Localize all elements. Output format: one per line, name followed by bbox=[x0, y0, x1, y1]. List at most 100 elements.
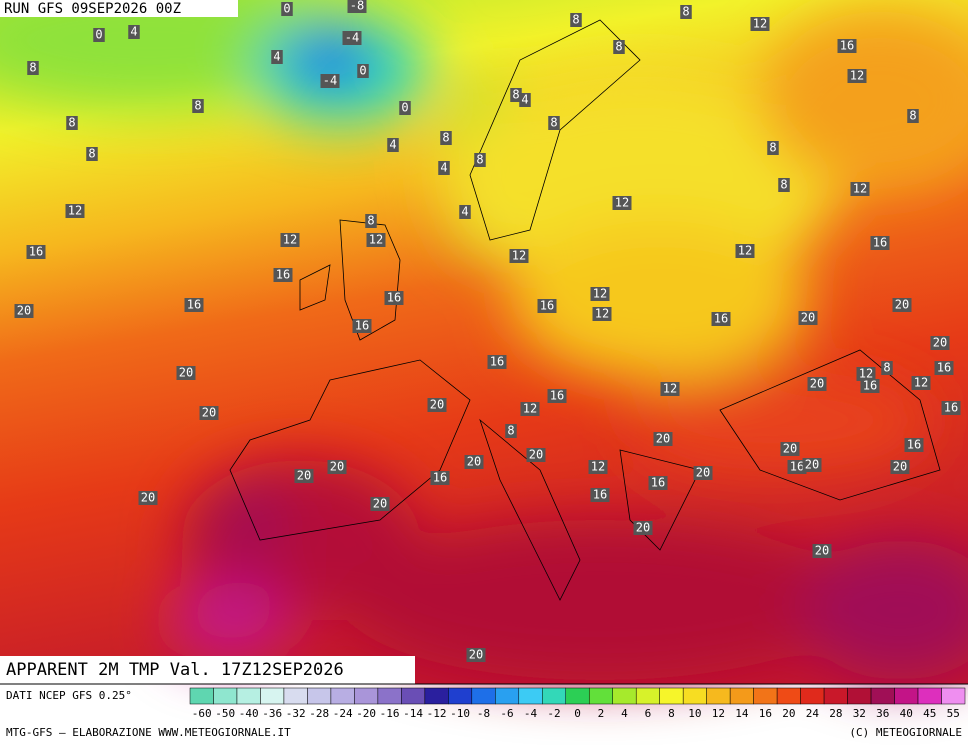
contour-label-box bbox=[199, 406, 219, 420]
contour-label-box bbox=[750, 17, 770, 31]
colorbar-label: -4 bbox=[524, 707, 538, 720]
contour-label: 20 bbox=[430, 398, 444, 412]
contour-label: 12 bbox=[595, 307, 609, 321]
contour-label: 20 bbox=[529, 448, 543, 462]
contour-label-box bbox=[633, 521, 653, 535]
contour-label-box bbox=[427, 398, 447, 412]
colorbar-swatch bbox=[401, 687, 426, 705]
colorbar-swatch bbox=[823, 687, 848, 705]
colorbar-label: -10 bbox=[450, 707, 470, 720]
colorbar-label: 4 bbox=[621, 707, 628, 720]
contour-label: -4 bbox=[323, 74, 337, 88]
contour-label: 16 bbox=[433, 471, 447, 485]
contour-label: 16 bbox=[840, 39, 854, 53]
colorbar-swatch bbox=[189, 687, 214, 705]
contour-label-box bbox=[941, 401, 961, 415]
contour-label-box bbox=[890, 460, 910, 474]
colorbar-label: -14 bbox=[403, 707, 423, 720]
contour-label-box bbox=[537, 299, 557, 313]
contour-label-box bbox=[693, 466, 713, 480]
contour-label: 8 bbox=[615, 40, 622, 54]
contour-label: 4 bbox=[130, 25, 137, 39]
contour-label-box bbox=[347, 0, 367, 13]
title-box bbox=[0, 656, 415, 684]
contour-label-box bbox=[653, 432, 673, 446]
contour-label-box bbox=[904, 438, 924, 452]
contour-label: 16 bbox=[907, 438, 921, 452]
contour-label: 12 bbox=[283, 233, 297, 247]
contour-label-box bbox=[735, 244, 755, 258]
contour-label: 8 bbox=[512, 88, 519, 102]
contour-label-box bbox=[590, 488, 610, 502]
contour-label: 8 bbox=[367, 214, 374, 228]
contour-label: 4 bbox=[389, 138, 396, 152]
contour-label: 16 bbox=[187, 298, 201, 312]
colorbar-label: 20 bbox=[782, 707, 795, 720]
colorbar-swatch bbox=[448, 687, 473, 705]
contour-label: 8 bbox=[769, 141, 776, 155]
colorbar-swatch bbox=[471, 687, 496, 705]
contour-label-box bbox=[93, 28, 105, 42]
colorbar-label: 0 bbox=[574, 707, 581, 720]
colorbar-label: -40 bbox=[239, 707, 259, 720]
contour-label-box bbox=[26, 245, 46, 259]
contour-label-box bbox=[526, 448, 546, 462]
colorbar-swatch bbox=[870, 687, 895, 705]
contour-label-box bbox=[459, 205, 471, 219]
contour-label: 16 bbox=[714, 312, 728, 326]
contour-label: 20 bbox=[202, 406, 216, 420]
contour-label-box bbox=[176, 366, 196, 380]
map-area bbox=[0, 0, 968, 684]
contour-label: 20 bbox=[805, 458, 819, 472]
contour-label-box bbox=[280, 233, 300, 247]
colorbar-swatch bbox=[213, 687, 238, 705]
map-title: APPARENT 2M TMP Val. 17Z12SEP2026 bbox=[6, 660, 344, 680]
colorbar-swatch bbox=[283, 687, 308, 705]
contour-label-box bbox=[837, 39, 857, 53]
colorbar-label: 32 bbox=[853, 707, 866, 720]
contour-label: 8 bbox=[572, 13, 579, 27]
colorbar-label: 10 bbox=[688, 707, 701, 720]
contour-label-box bbox=[65, 204, 85, 218]
contour-label-box bbox=[802, 458, 822, 472]
contour-label-box bbox=[294, 469, 314, 483]
contour-label-box bbox=[892, 298, 912, 312]
colorbar-swatch bbox=[800, 687, 825, 705]
contour-label: 20 bbox=[656, 432, 670, 446]
contour-label: 16 bbox=[593, 488, 607, 502]
contour-label-box bbox=[870, 236, 890, 250]
contour-label: 8 bbox=[682, 5, 689, 19]
contour-label: 20 bbox=[141, 491, 155, 505]
contour-label-box bbox=[660, 382, 680, 396]
colorbar-label: -8 bbox=[477, 707, 490, 720]
contour-label: 20 bbox=[783, 442, 797, 456]
colorbar-label: -6 bbox=[500, 707, 513, 720]
contour-label-box bbox=[464, 455, 484, 469]
contour-label: 16 bbox=[937, 361, 951, 375]
colorbar-swatch bbox=[424, 687, 449, 705]
header: RUN GFS 09SEP2026 00Z bbox=[4, 1, 181, 17]
contour-label-box bbox=[370, 497, 390, 511]
contour-label-box bbox=[930, 336, 950, 350]
colorbar-swatch bbox=[894, 687, 919, 705]
colorbar-label: 6 bbox=[645, 707, 652, 720]
contour-label: 8 bbox=[29, 61, 36, 75]
contour-label-box bbox=[66, 116, 78, 130]
colorbar-label: -60 bbox=[192, 707, 212, 720]
contour-label-box bbox=[357, 64, 369, 78]
contour-label: 0 bbox=[95, 28, 102, 42]
contour-label: 20 bbox=[330, 460, 344, 474]
contour-label: 0 bbox=[359, 64, 366, 78]
contour-label: 16 bbox=[651, 476, 665, 490]
contour-label-box bbox=[440, 131, 452, 145]
colorbar-label: -28 bbox=[309, 707, 329, 720]
contour-label: 12 bbox=[859, 367, 873, 381]
contour-label-box bbox=[519, 93, 531, 107]
colorbar-swatch bbox=[847, 687, 872, 705]
colorbar-label: 2 bbox=[598, 707, 605, 720]
contour-label-box bbox=[510, 88, 522, 102]
contour-label: 4 bbox=[461, 205, 468, 219]
colorbar-label: -20 bbox=[356, 707, 376, 720]
